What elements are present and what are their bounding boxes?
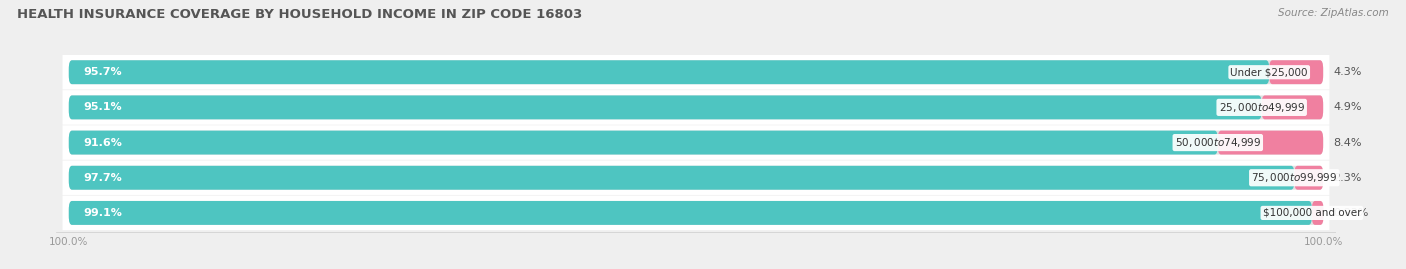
FancyBboxPatch shape bbox=[62, 55, 1330, 90]
Text: 0.93%: 0.93% bbox=[1333, 208, 1369, 218]
FancyBboxPatch shape bbox=[1312, 201, 1323, 225]
FancyBboxPatch shape bbox=[62, 90, 1330, 125]
Text: 91.6%: 91.6% bbox=[84, 137, 122, 148]
FancyBboxPatch shape bbox=[69, 131, 1218, 154]
FancyBboxPatch shape bbox=[69, 60, 1323, 84]
FancyBboxPatch shape bbox=[69, 166, 1295, 190]
FancyBboxPatch shape bbox=[62, 196, 1330, 230]
Text: $50,000 to $74,999: $50,000 to $74,999 bbox=[1174, 136, 1261, 149]
FancyBboxPatch shape bbox=[62, 161, 1330, 195]
FancyBboxPatch shape bbox=[69, 95, 1323, 119]
FancyBboxPatch shape bbox=[1295, 166, 1323, 190]
FancyBboxPatch shape bbox=[69, 60, 1270, 84]
Text: HEALTH INSURANCE COVERAGE BY HOUSEHOLD INCOME IN ZIP CODE 16803: HEALTH INSURANCE COVERAGE BY HOUSEHOLD I… bbox=[17, 8, 582, 21]
Text: $100,000 and over: $100,000 and over bbox=[1263, 208, 1361, 218]
FancyBboxPatch shape bbox=[62, 125, 1330, 160]
Text: 95.7%: 95.7% bbox=[84, 67, 122, 77]
FancyBboxPatch shape bbox=[69, 131, 1323, 154]
Text: Source: ZipAtlas.com: Source: ZipAtlas.com bbox=[1278, 8, 1389, 18]
Text: 4.9%: 4.9% bbox=[1333, 102, 1361, 112]
Text: 99.1%: 99.1% bbox=[84, 208, 122, 218]
FancyBboxPatch shape bbox=[1218, 131, 1323, 154]
FancyBboxPatch shape bbox=[1270, 60, 1323, 84]
Text: 95.1%: 95.1% bbox=[84, 102, 122, 112]
FancyBboxPatch shape bbox=[69, 95, 1261, 119]
Text: 2.3%: 2.3% bbox=[1333, 173, 1361, 183]
Text: 4.3%: 4.3% bbox=[1333, 67, 1361, 77]
FancyBboxPatch shape bbox=[69, 201, 1312, 225]
FancyBboxPatch shape bbox=[69, 201, 1323, 225]
FancyBboxPatch shape bbox=[69, 166, 1323, 190]
Text: $25,000 to $49,999: $25,000 to $49,999 bbox=[1219, 101, 1305, 114]
Text: $75,000 to $99,999: $75,000 to $99,999 bbox=[1251, 171, 1337, 184]
Text: Under $25,000: Under $25,000 bbox=[1230, 67, 1308, 77]
FancyBboxPatch shape bbox=[1261, 95, 1323, 119]
Text: 8.4%: 8.4% bbox=[1333, 137, 1361, 148]
Text: 97.7%: 97.7% bbox=[84, 173, 122, 183]
